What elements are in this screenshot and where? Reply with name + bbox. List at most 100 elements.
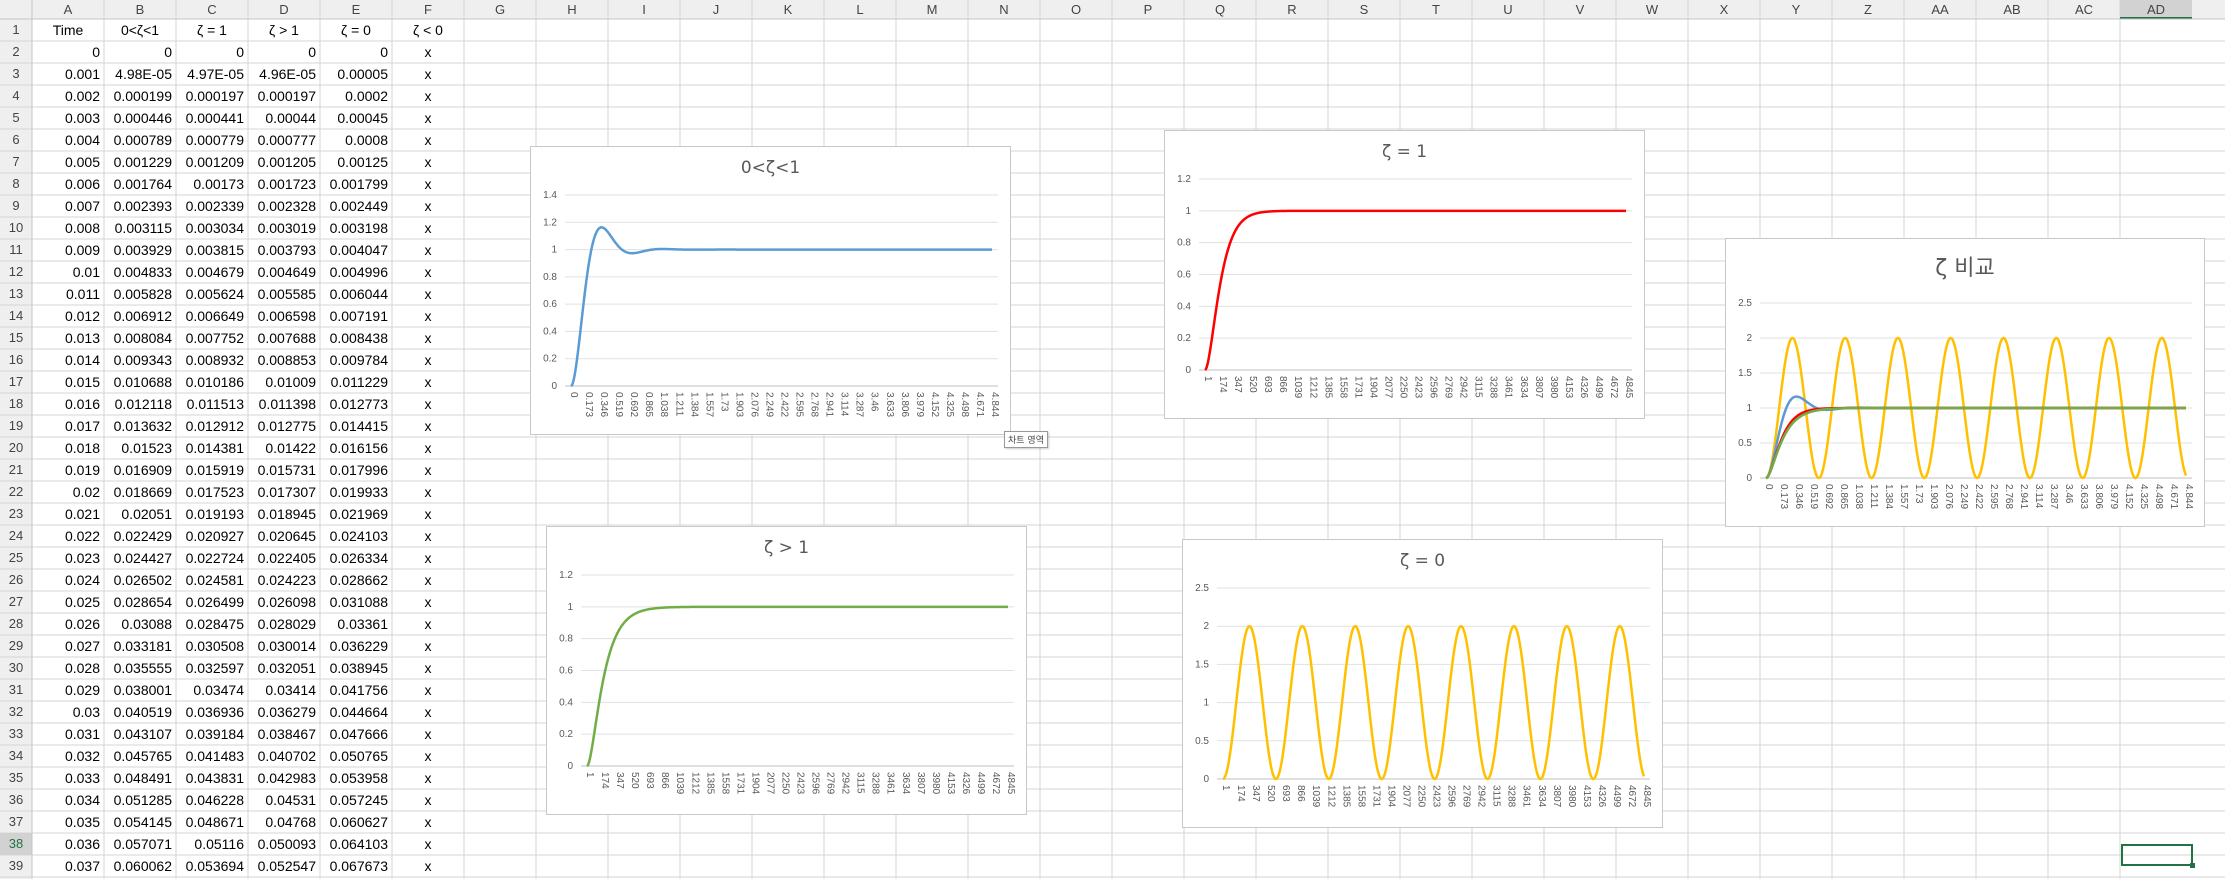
cell-f7[interactable]: x [425, 154, 432, 170]
cell-d25[interactable]: 0.022405 [258, 550, 317, 566]
cell-b9[interactable]: 0.002393 [114, 198, 173, 214]
cell-c20[interactable]: 0.014381 [186, 440, 245, 456]
cell-d18[interactable]: 0.011398 [259, 396, 317, 412]
cell-e37[interactable]: 0.060627 [330, 814, 389, 830]
cell-b23[interactable]: 0.02051 [121, 506, 172, 522]
column-header-x[interactable]: X [1720, 2, 1729, 17]
cell-b34[interactable]: 0.045765 [114, 748, 173, 764]
cell-d39[interactable]: 0.052547 [258, 858, 317, 874]
cell-a13[interactable]: 0.011 [66, 286, 100, 302]
cell-c4[interactable]: 0.000197 [186, 88, 245, 104]
cell-a18[interactable]: 0.016 [65, 396, 100, 412]
row-header-15[interactable]: 15 [9, 330, 23, 345]
cell-a23[interactable]: 0.021 [65, 506, 100, 522]
cell-e6[interactable]: 0.0008 [345, 132, 388, 148]
cell-d33[interactable]: 0.038467 [258, 726, 317, 742]
cell-d5[interactable]: 0.00044 [265, 110, 316, 126]
cell-c17[interactable]: 0.010186 [186, 374, 245, 390]
cell-e35[interactable]: 0.053958 [330, 770, 389, 786]
cell-c3[interactable]: 4.97E-05 [187, 66, 244, 82]
cell-b20[interactable]: 0.01523 [121, 440, 172, 456]
cell-e39[interactable]: 0.067673 [330, 858, 389, 874]
row-header-25[interactable]: 25 [9, 550, 23, 565]
cell-d16[interactable]: 0.008853 [258, 352, 317, 368]
row-header-21[interactable]: 21 [9, 462, 23, 477]
cell-d35[interactable]: 0.042983 [258, 770, 317, 786]
cell-e8[interactable]: 0.001799 [330, 176, 389, 192]
cell-b21[interactable]: 0.016909 [114, 462, 173, 478]
column-header-d[interactable]: D [279, 2, 288, 17]
row-header-23[interactable]: 23 [9, 506, 23, 521]
cell-d8[interactable]: 0.001723 [258, 176, 317, 192]
cell-f9[interactable]: x [425, 198, 432, 214]
cell-a25[interactable]: 0.023 [65, 550, 100, 566]
row-header-14[interactable]: 14 [9, 308, 23, 323]
column-header-j[interactable]: J [713, 2, 720, 17]
cell-e4[interactable]: 0.0002 [345, 88, 388, 104]
cell-c34[interactable]: 0.041483 [186, 748, 245, 764]
cell-a19[interactable]: 0.017 [65, 418, 100, 434]
cell-d2[interactable]: 0 [308, 44, 316, 60]
cell-e3[interactable]: 0.00005 [337, 66, 388, 82]
cell-b7[interactable]: 0.001229 [114, 154, 173, 170]
cell-b5[interactable]: 0.000446 [114, 110, 173, 126]
cell-d36[interactable]: 0.04531 [265, 792, 316, 808]
cell-b22[interactable]: 0.018669 [114, 484, 173, 500]
cell-f33[interactable]: x [425, 726, 432, 742]
row-header-13[interactable]: 13 [9, 286, 23, 301]
cell-a9[interactable]: 0.007 [65, 198, 100, 214]
cell-c6[interactable]: 0.000779 [186, 132, 245, 148]
row-header-9[interactable]: 9 [12, 198, 19, 213]
cell-f4[interactable]: x [425, 88, 432, 104]
cell-a17[interactable]: 0.015 [65, 374, 100, 390]
cell-b25[interactable]: 0.024427 [114, 550, 173, 566]
cell-c38[interactable]: 0.05116 [194, 836, 244, 852]
cell-b4[interactable]: 0.000199 [114, 88, 173, 104]
cell-f30[interactable]: x [425, 660, 432, 676]
cell-c22[interactable]: 0.017523 [186, 484, 245, 500]
cell-b6[interactable]: 0.000789 [114, 132, 173, 148]
cell-e20[interactable]: 0.016156 [330, 440, 389, 456]
cell-c9[interactable]: 0.002339 [186, 198, 245, 214]
column-header-a[interactable]: A [64, 2, 73, 17]
cell-a20[interactable]: 0.018 [65, 440, 100, 456]
row-header-22[interactable]: 22 [9, 484, 23, 499]
cell-c16[interactable]: 0.008932 [186, 352, 245, 368]
cell-e30[interactable]: 0.038945 [330, 660, 389, 676]
cell-b37[interactable]: 0.054145 [114, 814, 173, 830]
row-header-24[interactable]: 24 [9, 528, 23, 543]
cell-f17[interactable]: x [425, 374, 432, 390]
cell-b29[interactable]: 0.033181 [114, 638, 173, 654]
row-header-35[interactable]: 35 [9, 770, 23, 785]
cell-f34[interactable]: x [425, 748, 432, 764]
cell-e24[interactable]: 0.024103 [330, 528, 389, 544]
row-header-8[interactable]: 8 [12, 176, 19, 191]
cell-e18[interactable]: 0.012773 [330, 396, 389, 412]
cell-e15[interactable]: 0.008438 [330, 330, 389, 346]
cell-b27[interactable]: 0.028654 [114, 594, 173, 610]
column-header-g[interactable]: G [495, 2, 505, 17]
cell-e28[interactable]: 0.03361 [337, 616, 388, 632]
cell-d3[interactable]: 4.96E-05 [259, 66, 316, 82]
cell-e2[interactable]: 0 [380, 44, 388, 60]
cell-f31[interactable]: x [425, 682, 432, 698]
cell-b8[interactable]: 0.001764 [114, 176, 173, 192]
cell-a15[interactable]: 0.013 [65, 330, 100, 346]
cell-f38[interactable]: x [425, 836, 432, 852]
cell-f15[interactable]: x [425, 330, 432, 346]
cell-c31[interactable]: 0.03474 [193, 682, 244, 698]
chart-overdamped[interactable]: ζ > 1 0 0.2 0.4 0.6 0.8 1 1.2 1 174 347 520 693 866 10… [546, 526, 1027, 815]
cell-e5[interactable]: 0.00045 [337, 110, 388, 126]
row-header-29[interactable]: 29 [9, 638, 23, 653]
row-header-36[interactable]: 36 [9, 792, 23, 807]
cell-a27[interactable]: 0.025 [65, 594, 100, 610]
cell-f25[interactable]: x [425, 550, 432, 566]
row-header-12[interactable]: 12 [9, 264, 23, 279]
cell-a30[interactable]: 0.028 [65, 660, 100, 676]
cell-d11[interactable]: 0.003793 [258, 242, 317, 258]
cell-b18[interactable]: 0.012118 [115, 396, 173, 412]
row-header-5[interactable]: 5 [12, 110, 19, 125]
cell-d20[interactable]: 0.01422 [265, 440, 316, 456]
row-header-10[interactable]: 10 [9, 220, 23, 235]
cell-f2[interactable]: x [425, 44, 432, 60]
